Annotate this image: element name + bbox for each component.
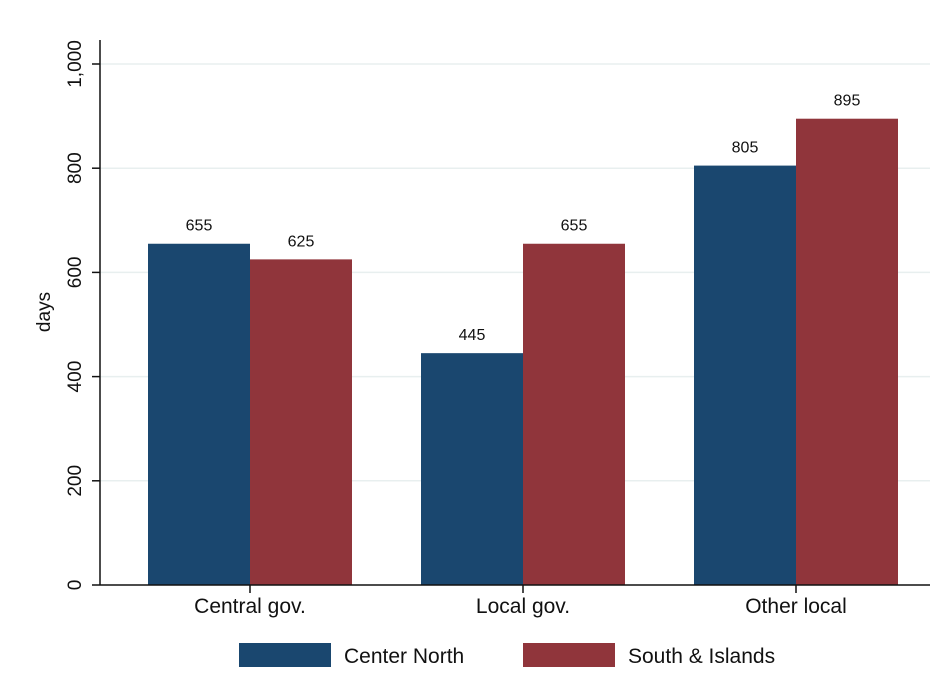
y-axis-ticks: 0 200 400 600 800 1,000	[65, 40, 100, 590]
y-tick-label: 0	[65, 580, 86, 591]
y-axis-title: days	[34, 292, 55, 332]
x-axis-categories: Central gov. Local gov. Other local	[194, 585, 847, 618]
bar	[796, 118, 898, 585]
bar-value-label: 655	[186, 218, 213, 235]
bar	[421, 353, 523, 585]
bar	[148, 243, 250, 585]
bar-value-label: 625	[288, 233, 315, 250]
legend-swatch	[239, 643, 331, 667]
legend-label: South & Islands	[628, 645, 775, 668]
y-tick-label: 200	[65, 465, 86, 497]
value-labels: 655 625 445 655 805 895	[186, 93, 861, 344]
legend-label: Center North	[344, 645, 464, 668]
bar-value-label: 895	[834, 93, 861, 110]
x-category-label: Local gov.	[476, 595, 570, 618]
x-category-label: Other local	[745, 595, 847, 618]
bar-value-label: 655	[561, 218, 588, 235]
bar	[250, 259, 352, 585]
legend: Center North South & Islands	[239, 643, 775, 668]
bars	[148, 118, 898, 585]
y-tick-label: 400	[65, 361, 86, 393]
y-tick-label: 800	[65, 152, 86, 184]
x-category-label: Central gov.	[194, 595, 306, 618]
y-tick-label: 1,000	[65, 40, 86, 88]
y-tick-label: 600	[65, 257, 86, 289]
bar-value-label: 805	[732, 140, 759, 157]
bar	[523, 243, 625, 585]
legend-swatch	[523, 643, 615, 667]
bar	[694, 165, 796, 585]
bar-value-label: 445	[459, 327, 486, 344]
